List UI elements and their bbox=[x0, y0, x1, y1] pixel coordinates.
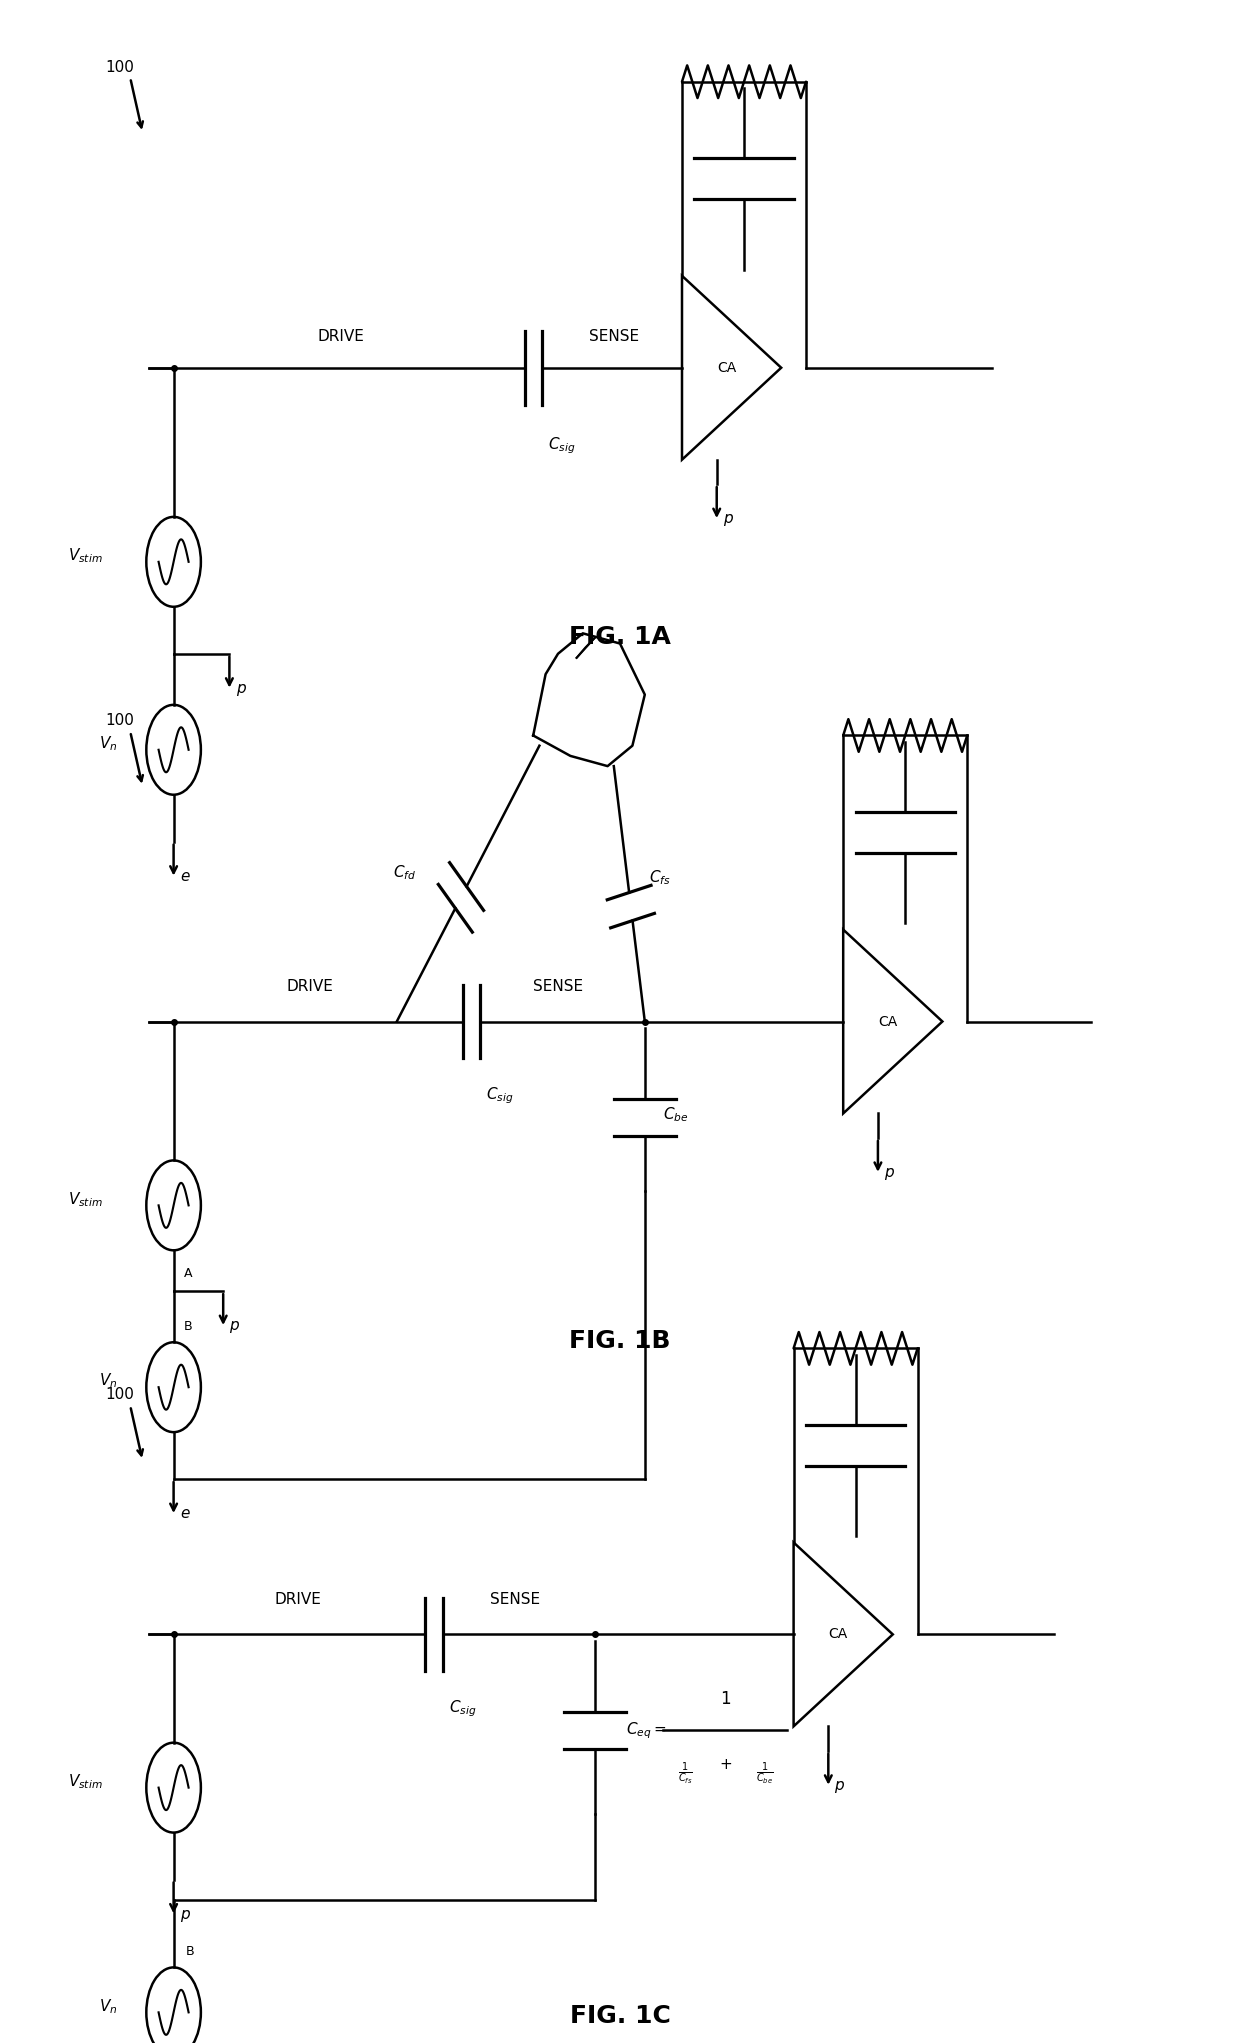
Text: $V_n$: $V_n$ bbox=[99, 1371, 118, 1391]
Text: DRIVE: DRIVE bbox=[317, 329, 365, 343]
Text: e: e bbox=[180, 868, 190, 885]
Text: CA: CA bbox=[828, 1628, 848, 1641]
Text: DRIVE: DRIVE bbox=[286, 979, 334, 993]
Text: $C_{sig}$: $C_{sig}$ bbox=[449, 1698, 476, 1718]
Text: SENSE: SENSE bbox=[490, 1591, 539, 1606]
Text: SENSE: SENSE bbox=[589, 329, 639, 343]
Text: $\frac{1}{C_{be}}$: $\frac{1}{C_{be}}$ bbox=[756, 1761, 774, 1788]
Text: DRIVE: DRIVE bbox=[274, 1591, 321, 1606]
Text: CA: CA bbox=[878, 1015, 898, 1028]
Text: e: e bbox=[180, 1506, 190, 1522]
Text: p: p bbox=[180, 1906, 190, 1922]
Text: 100: 100 bbox=[105, 1387, 134, 1401]
Text: CA: CA bbox=[717, 362, 737, 374]
Text: $V_{stim}$: $V_{stim}$ bbox=[68, 1189, 103, 1209]
Text: B: B bbox=[184, 1320, 192, 1332]
Text: $C_{sig}$: $C_{sig}$ bbox=[548, 435, 575, 456]
Text: p: p bbox=[884, 1165, 894, 1181]
Text: p: p bbox=[723, 511, 733, 527]
Text: FIG. 1A: FIG. 1A bbox=[569, 625, 671, 648]
Text: $C_{fd}$: $C_{fd}$ bbox=[393, 862, 415, 883]
Text: $C_{be}$: $C_{be}$ bbox=[663, 1105, 689, 1124]
Text: B: B bbox=[186, 1945, 195, 1957]
Text: +: + bbox=[719, 1757, 732, 1771]
Text: 1: 1 bbox=[720, 1690, 730, 1708]
Text: $C_{eq}=$: $C_{eq}=$ bbox=[626, 1720, 667, 1741]
Text: SENSE: SENSE bbox=[533, 979, 583, 993]
Text: 100: 100 bbox=[105, 59, 134, 74]
Text: $C_{sig}$: $C_{sig}$ bbox=[486, 1085, 513, 1105]
Text: $V_n$: $V_n$ bbox=[99, 1996, 118, 2016]
Text: FIG. 1B: FIG. 1B bbox=[569, 1330, 671, 1352]
Text: $V_{stim}$: $V_{stim}$ bbox=[68, 1771, 103, 1792]
Text: p: p bbox=[236, 680, 246, 697]
Text: $C_{fs}$: $C_{fs}$ bbox=[650, 868, 671, 887]
Text: $V_{stim}$: $V_{stim}$ bbox=[68, 545, 103, 566]
Text: 100: 100 bbox=[105, 713, 134, 727]
Text: p: p bbox=[229, 1318, 239, 1334]
Text: p: p bbox=[835, 1777, 844, 1794]
Text: $V_n$: $V_n$ bbox=[99, 733, 118, 754]
Text: $\frac{1}{C_{fs}}$: $\frac{1}{C_{fs}}$ bbox=[678, 1761, 693, 1788]
Text: A: A bbox=[184, 1267, 192, 1279]
Text: FIG. 1C: FIG. 1C bbox=[569, 2004, 671, 2027]
